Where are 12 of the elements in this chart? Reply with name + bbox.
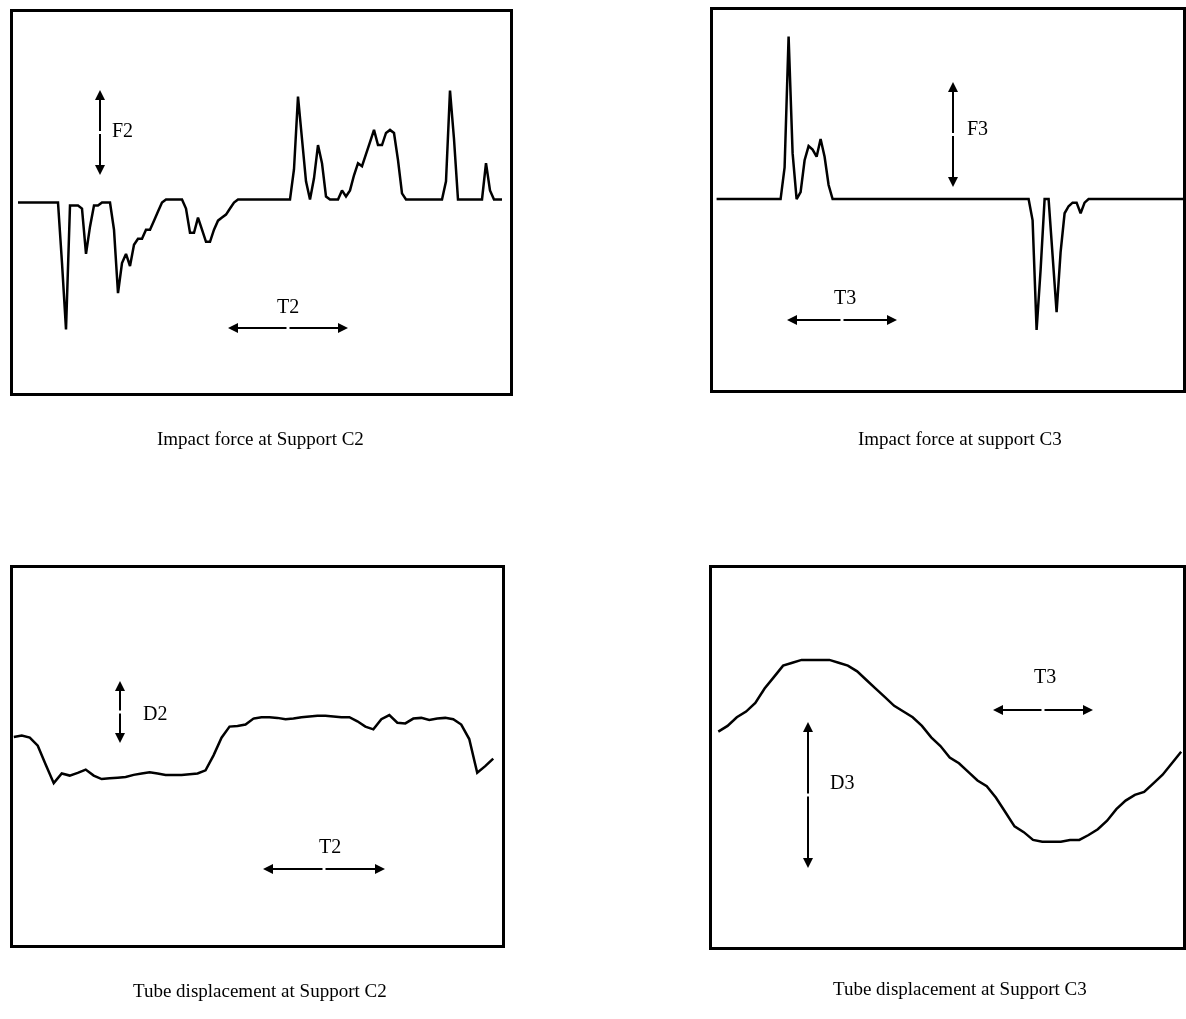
annotation: T2 (319, 835, 342, 857)
annotation: T2 (277, 295, 300, 317)
annotation: T3 (834, 286, 857, 308)
annotation: T3 (1034, 665, 1057, 687)
text: Impact force at support C3 (858, 428, 1062, 449)
annotation: D3 (830, 771, 855, 793)
text: Tube displacement at Support C3 (833, 978, 1087, 999)
text: Tube displacement at Support C2 (133, 980, 387, 1001)
annotation: F2 (112, 119, 134, 141)
annotation: F3 (967, 117, 989, 139)
annotation: D2 (143, 702, 168, 724)
text: Impact force at Support C2 (157, 428, 364, 449)
